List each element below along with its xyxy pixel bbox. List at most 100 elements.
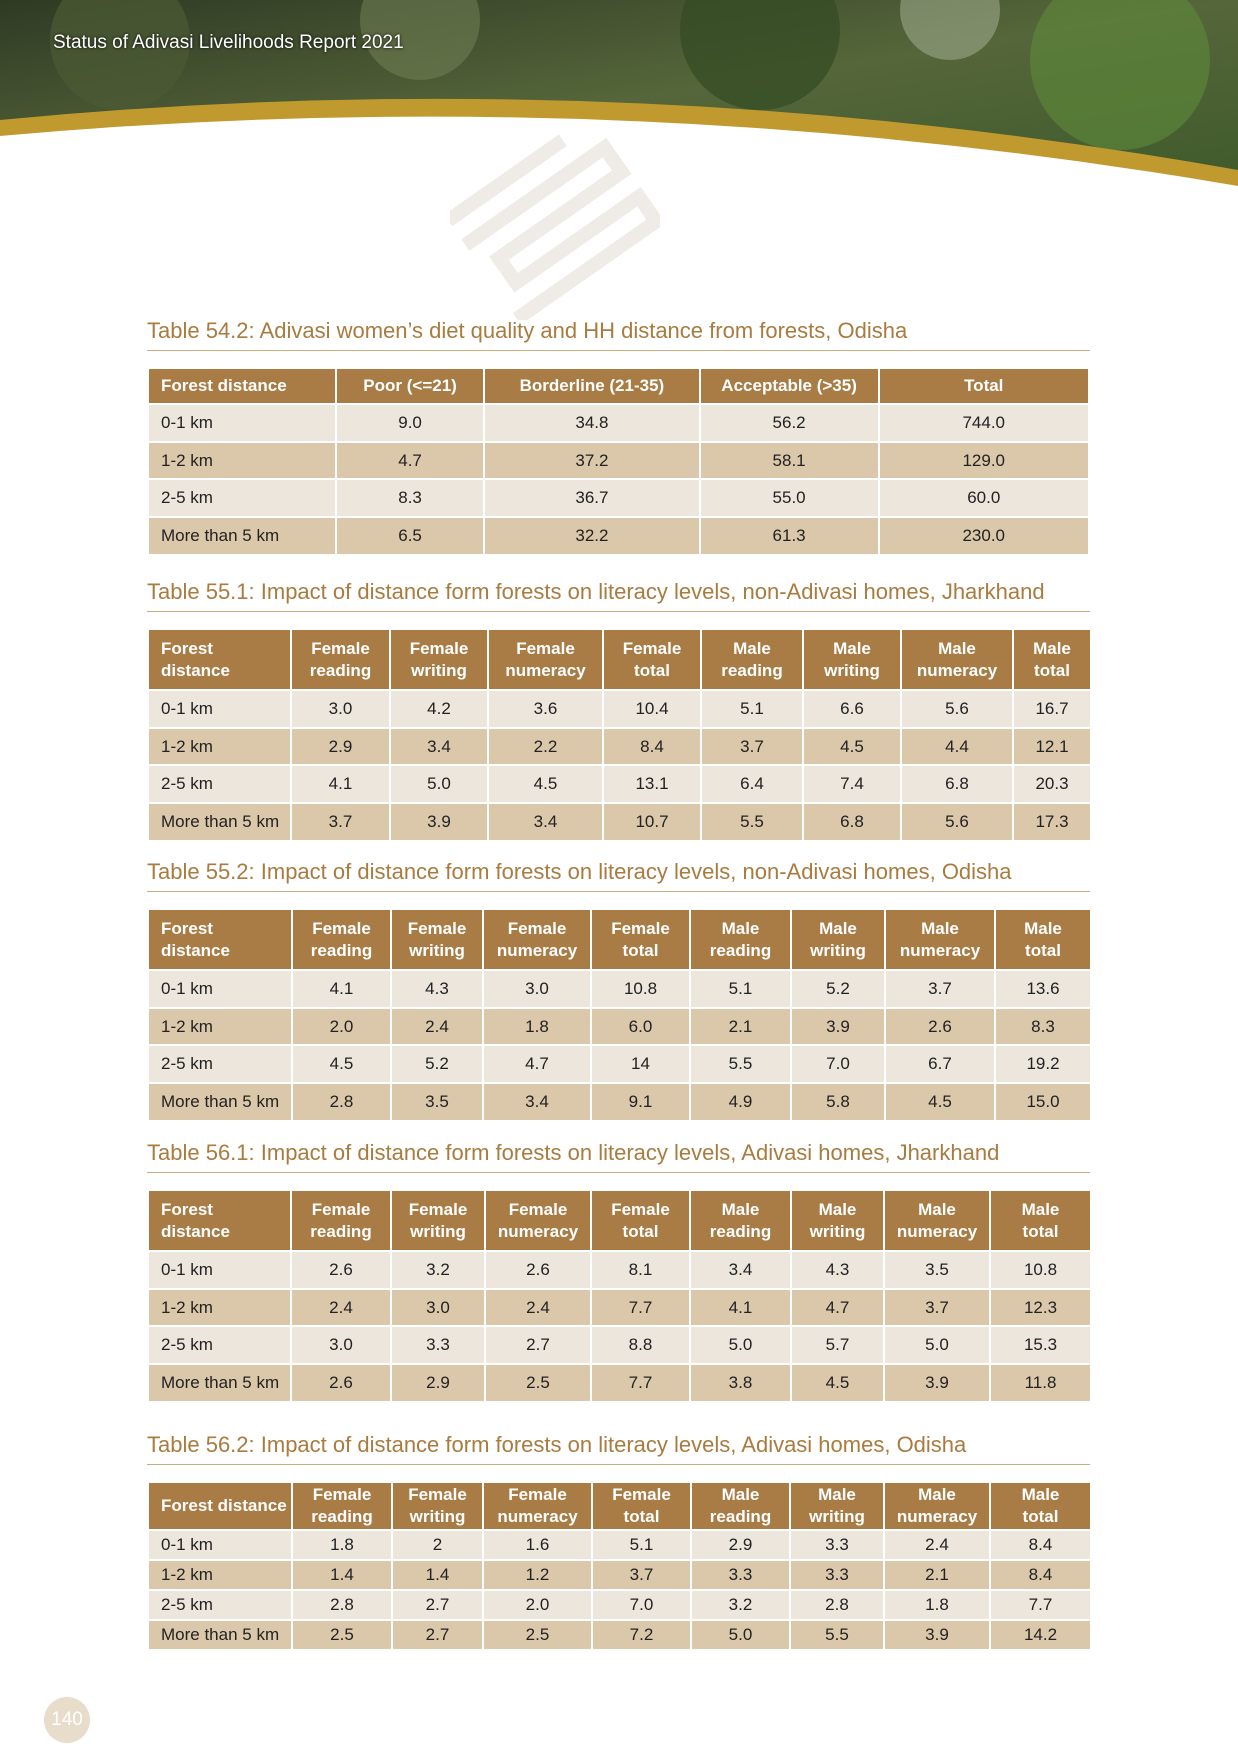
cell: 20.3: [1012, 764, 1092, 805]
row-label: 1-2 km: [147, 440, 337, 481]
cell: 1.8: [482, 1006, 592, 1047]
cell: 3.6: [487, 689, 604, 729]
header-text: Forest distance: [161, 1496, 287, 1515]
watermark-logo: [450, 134, 660, 320]
column-header: Female numeracy: [482, 1481, 593, 1531]
header-text: Female total: [622, 638, 682, 680]
data-table: Forest distance Female reading Female writ…: [147, 908, 1092, 1122]
row-label: 0-1 km: [147, 1529, 293, 1561]
row-label: 0-1 km: [147, 1250, 292, 1290]
cell: 4.1: [291, 969, 392, 1009]
cell: 2.6: [884, 1006, 996, 1047]
cell: 2.0: [482, 1589, 593, 1621]
column-header: Female writing: [390, 908, 484, 971]
column-header: Male writing: [790, 1189, 885, 1252]
column-header: Female total: [591, 1481, 692, 1531]
column-header: Forest distance: [147, 1189, 292, 1252]
row-label: More than 5 km: [147, 516, 337, 556]
cell: 3.4: [482, 1082, 592, 1122]
row-label: 2-5 km: [147, 764, 292, 805]
cell: 1.4: [391, 1559, 484, 1591]
cell: 10.8: [590, 969, 691, 1009]
cell: 3.5: [883, 1250, 991, 1290]
header-text: Male total: [1021, 1199, 1060, 1241]
cell: 230.0: [877, 516, 1090, 556]
data-row: 2-5 km 4.5 5.2 4.7 14 5.5 7.0 6.7 19.2: [147, 1044, 1092, 1085]
cell: 6.8: [900, 764, 1014, 805]
column-header: Acceptable (>35): [698, 367, 880, 405]
data-row: 1-2 km 4.7 37.2 58.1 129.0: [147, 440, 1090, 481]
data-table: Forest distance Female reading Female writ…: [147, 628, 1092, 842]
column-header: Male total: [989, 1189, 1092, 1252]
data-row: 1-2 km 2.0 2.4 1.8 6.0 2.1 3.9 2.6 8.3: [147, 1006, 1092, 1047]
data-table: Forest distance Female reading Female writ…: [147, 1481, 1092, 1651]
cell: 4.3: [390, 969, 484, 1009]
header-text: Female reading: [309, 638, 372, 680]
cell: 3.9: [883, 1619, 991, 1651]
cell: 5.0: [883, 1325, 991, 1366]
header-row: Forest distance Poor (<=21) Borderline (21…: [147, 367, 1090, 405]
cell: 3.7: [884, 969, 996, 1009]
cell: 12.3: [989, 1287, 1092, 1328]
cell: 2.9: [290, 726, 391, 767]
cell: 2.4: [484, 1287, 592, 1328]
cell: 6.4: [700, 764, 804, 805]
header-text: Female writing: [407, 918, 467, 960]
cell: 4.5: [802, 726, 902, 767]
header-text: Forest distance: [161, 1199, 230, 1241]
cell: 13.1: [602, 764, 702, 805]
cell: 56.2: [698, 403, 880, 443]
cell: 129.0: [877, 440, 1090, 481]
cell: 1.6: [482, 1529, 593, 1561]
column-header: Male reading: [689, 1189, 792, 1252]
cell: 2.8: [789, 1589, 885, 1621]
column-header: Forest distance: [147, 908, 293, 971]
column-header: Male writing: [789, 1481, 885, 1531]
header-text: Female total: [611, 1199, 670, 1241]
header-text: Female reading: [311, 1485, 373, 1526]
header-text: Male total: [1033, 638, 1071, 680]
cell: 4.2: [389, 689, 489, 729]
cell: 4.7: [482, 1044, 592, 1085]
cell: 37.2: [483, 440, 701, 481]
cell: 7.7: [989, 1589, 1092, 1621]
cell: 2.7: [391, 1619, 484, 1651]
cell: 3.4: [487, 802, 604, 842]
row-label: 0-1 km: [147, 403, 337, 443]
cell: 3.7: [883, 1287, 991, 1328]
column-header: Borderline (21-35): [483, 367, 701, 405]
column-header: Female reading: [291, 908, 392, 971]
cell: 5.1: [700, 689, 804, 729]
row-label: 0-1 km: [147, 689, 292, 729]
cell: 34.8: [483, 403, 701, 443]
header-text: Forest distance: [161, 376, 287, 395]
column-header: Male numeracy: [883, 1481, 991, 1531]
column-header: Female writing: [391, 1481, 484, 1531]
cell: 6.8: [802, 802, 902, 842]
cell: 2.5: [482, 1619, 593, 1651]
column-header: Female reading: [291, 1481, 393, 1531]
table-block: Table 56.1: Impact of distance form fore…: [147, 1140, 1092, 1403]
header-text: Female numeracy: [497, 1199, 579, 1241]
cell: 6.7: [884, 1044, 996, 1085]
cell: 3.7: [290, 802, 391, 842]
header-text: Male reading: [721, 638, 783, 680]
header-text: Male numeracy: [916, 638, 998, 680]
cell: 8.3: [994, 1006, 1092, 1047]
cell: 5.2: [790, 969, 886, 1009]
row-label: 1-2 km: [147, 1287, 292, 1328]
column-header: Female reading: [290, 628, 391, 691]
column-header: Total: [877, 367, 1090, 405]
cell: 10.8: [989, 1250, 1092, 1290]
cell: 4.5: [487, 764, 604, 805]
table-block: Table 56.2: Impact of distance form fore…: [147, 1432, 1092, 1651]
data-row: More than 5 km 2.8 3.5 3.4 9.1 4.9 5.8 4.5 15.0: [147, 1082, 1092, 1122]
cell: 8.4: [989, 1559, 1092, 1591]
cell: 3.9: [790, 1006, 886, 1047]
header-text: Female writing: [408, 1485, 467, 1526]
header-text: Male writing: [824, 638, 880, 680]
row-label: More than 5 km: [147, 1082, 293, 1122]
cell: 3.3: [789, 1529, 885, 1561]
column-header: Male total: [1012, 628, 1092, 691]
cell: 4.1: [290, 764, 391, 805]
